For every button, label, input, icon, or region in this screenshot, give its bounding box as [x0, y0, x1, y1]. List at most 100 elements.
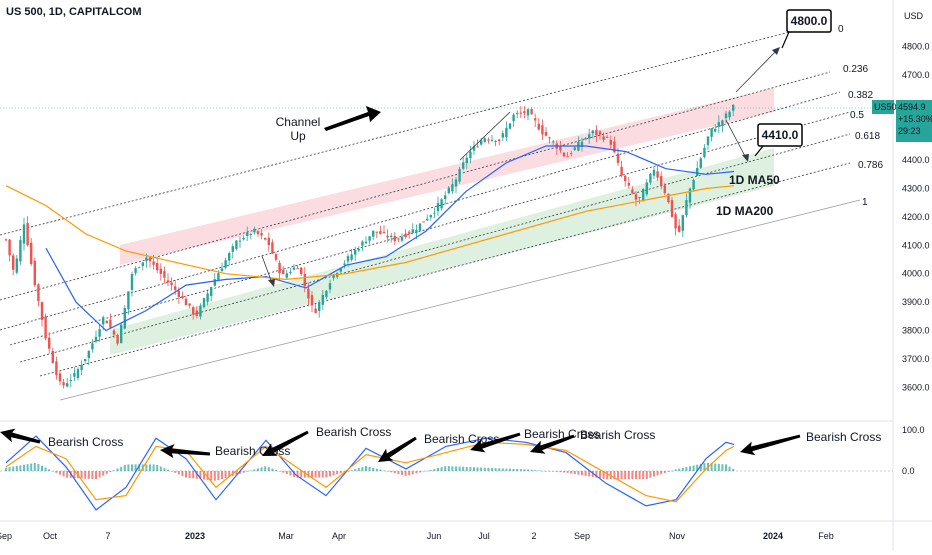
- osc-hist-bar: [62, 471, 65, 477]
- osc-hist-bar: [606, 471, 609, 480]
- candle-body: [105, 320, 108, 324]
- osc-hist-bar: [415, 471, 418, 474]
- bearish-cross-label-3: Bearish Cross: [316, 425, 391, 439]
- candle-body: [436, 203, 440, 212]
- osc-hist-bar: [469, 467, 472, 471]
- candle-body: [372, 230, 375, 237]
- osc-hist-bar: [181, 471, 184, 476]
- candle-body: [174, 286, 177, 290]
- candle-body: [69, 380, 72, 382]
- osc-hist-bar: [87, 471, 90, 479]
- fib-label-0: 0: [838, 24, 844, 35]
- osc-hist-bar: [131, 464, 133, 471]
- osc-hist-bar: [149, 464, 151, 471]
- osc-hist-bar: [408, 471, 411, 476]
- candle-body: [231, 246, 234, 252]
- osc-hist-bar: [159, 466, 162, 471]
- fib-line-0.618: [19, 133, 851, 363]
- candle-body: [58, 373, 62, 382]
- candle-body: [541, 125, 544, 135]
- candle-body: [375, 231, 378, 233]
- candle-body: [469, 151, 472, 159]
- osc-hist-bar: [73, 471, 76, 479]
- candle-body: [170, 282, 173, 286]
- osc-hist-bar: [620, 471, 623, 480]
- osc-hist-bar: [678, 468, 681, 471]
- osc-hist-bar: [480, 467, 483, 471]
- osc-hist-bar: [44, 467, 47, 471]
- osc-hist-bar: [451, 466, 454, 471]
- candle-body: [357, 249, 360, 251]
- candle-body: [120, 324, 123, 344]
- candle-body: [40, 302, 44, 320]
- candle-body: [364, 241, 368, 244]
- osc-hist-bar: [426, 470, 429, 472]
- candle-body: [400, 236, 404, 241]
- y-tick-label: 3600.0: [902, 382, 930, 392]
- candle-body: [346, 256, 350, 262]
- osc-hist-bar: [411, 471, 414, 475]
- y-tick-label: 4700.0: [902, 70, 930, 80]
- osc-hist-bar: [177, 471, 180, 475]
- candle-body: [8, 239, 11, 256]
- candle-body: [328, 283, 332, 290]
- osc-hist-bar: [19, 465, 22, 471]
- osc-hist-bar: [350, 470, 353, 471]
- osc-hist-bar: [8, 467, 11, 471]
- osc-hist-bar: [447, 466, 450, 471]
- candle-body: [559, 146, 562, 151]
- osc-hist-bar: [242, 471, 245, 473]
- candle-body: [678, 225, 681, 232]
- target-callout-4800: [786, 9, 832, 33]
- candle-body: [386, 235, 389, 238]
- candle-body: [184, 298, 188, 306]
- candle-body: [87, 350, 90, 359]
- osc-hist-bar: [339, 471, 342, 474]
- candle-body: [703, 147, 706, 157]
- osc-hist-bar: [365, 466, 367, 471]
- osc-y-tick-label: 100.0: [902, 425, 925, 435]
- candle-body: [570, 153, 573, 155]
- osc-hist-bar: [588, 471, 591, 477]
- candle-body: [732, 104, 735, 111]
- candle-body: [645, 182, 648, 195]
- osc-hist-bar: [12, 466, 15, 471]
- candle-body: [94, 336, 98, 342]
- osc-hist-bar: [541, 470, 544, 472]
- candle-body: [256, 231, 260, 235]
- osc-hist-bar: [573, 471, 576, 475]
- osc-hist-bar: [627, 471, 630, 480]
- osc-hist-bar: [645, 471, 648, 479]
- osc-hist-bar: [653, 471, 655, 477]
- candle-body: [163, 271, 166, 278]
- candle-body: [188, 303, 191, 306]
- candle-body: [681, 215, 684, 231]
- candle-body: [48, 337, 51, 349]
- osc-hist-bar: [145, 464, 148, 471]
- osc-hist-bar: [512, 468, 515, 471]
- candle-body: [523, 111, 526, 114]
- osc-hist-bar: [692, 465, 695, 471]
- osc-hist-bar: [462, 466, 465, 471]
- osc-hist-bar: [66, 471, 69, 478]
- candle-body: [508, 123, 512, 129]
- x-tick-label: Mar: [278, 531, 294, 541]
- candle-body: [55, 361, 58, 376]
- x-tick-label: 2024: [763, 531, 783, 541]
- ma50-label: 1D MA50: [729, 173, 780, 187]
- osc-hist-bar: [530, 469, 533, 471]
- candle-body: [271, 242, 274, 254]
- candle-body: [224, 260, 227, 268]
- fib-label-0.236: 0.236: [843, 64, 868, 75]
- candle-body: [602, 136, 605, 140]
- candle-body: [440, 199, 443, 209]
- osc-hist-bar: [275, 469, 277, 471]
- candle-body: [656, 171, 659, 178]
- osc-hist-bar: [674, 469, 677, 471]
- candle-body: [526, 109, 530, 116]
- osc-hist-bar: [725, 464, 727, 471]
- osc-hist-bar: [465, 466, 468, 471]
- candle-body: [609, 140, 612, 145]
- osc-hist-bar: [278, 471, 281, 472]
